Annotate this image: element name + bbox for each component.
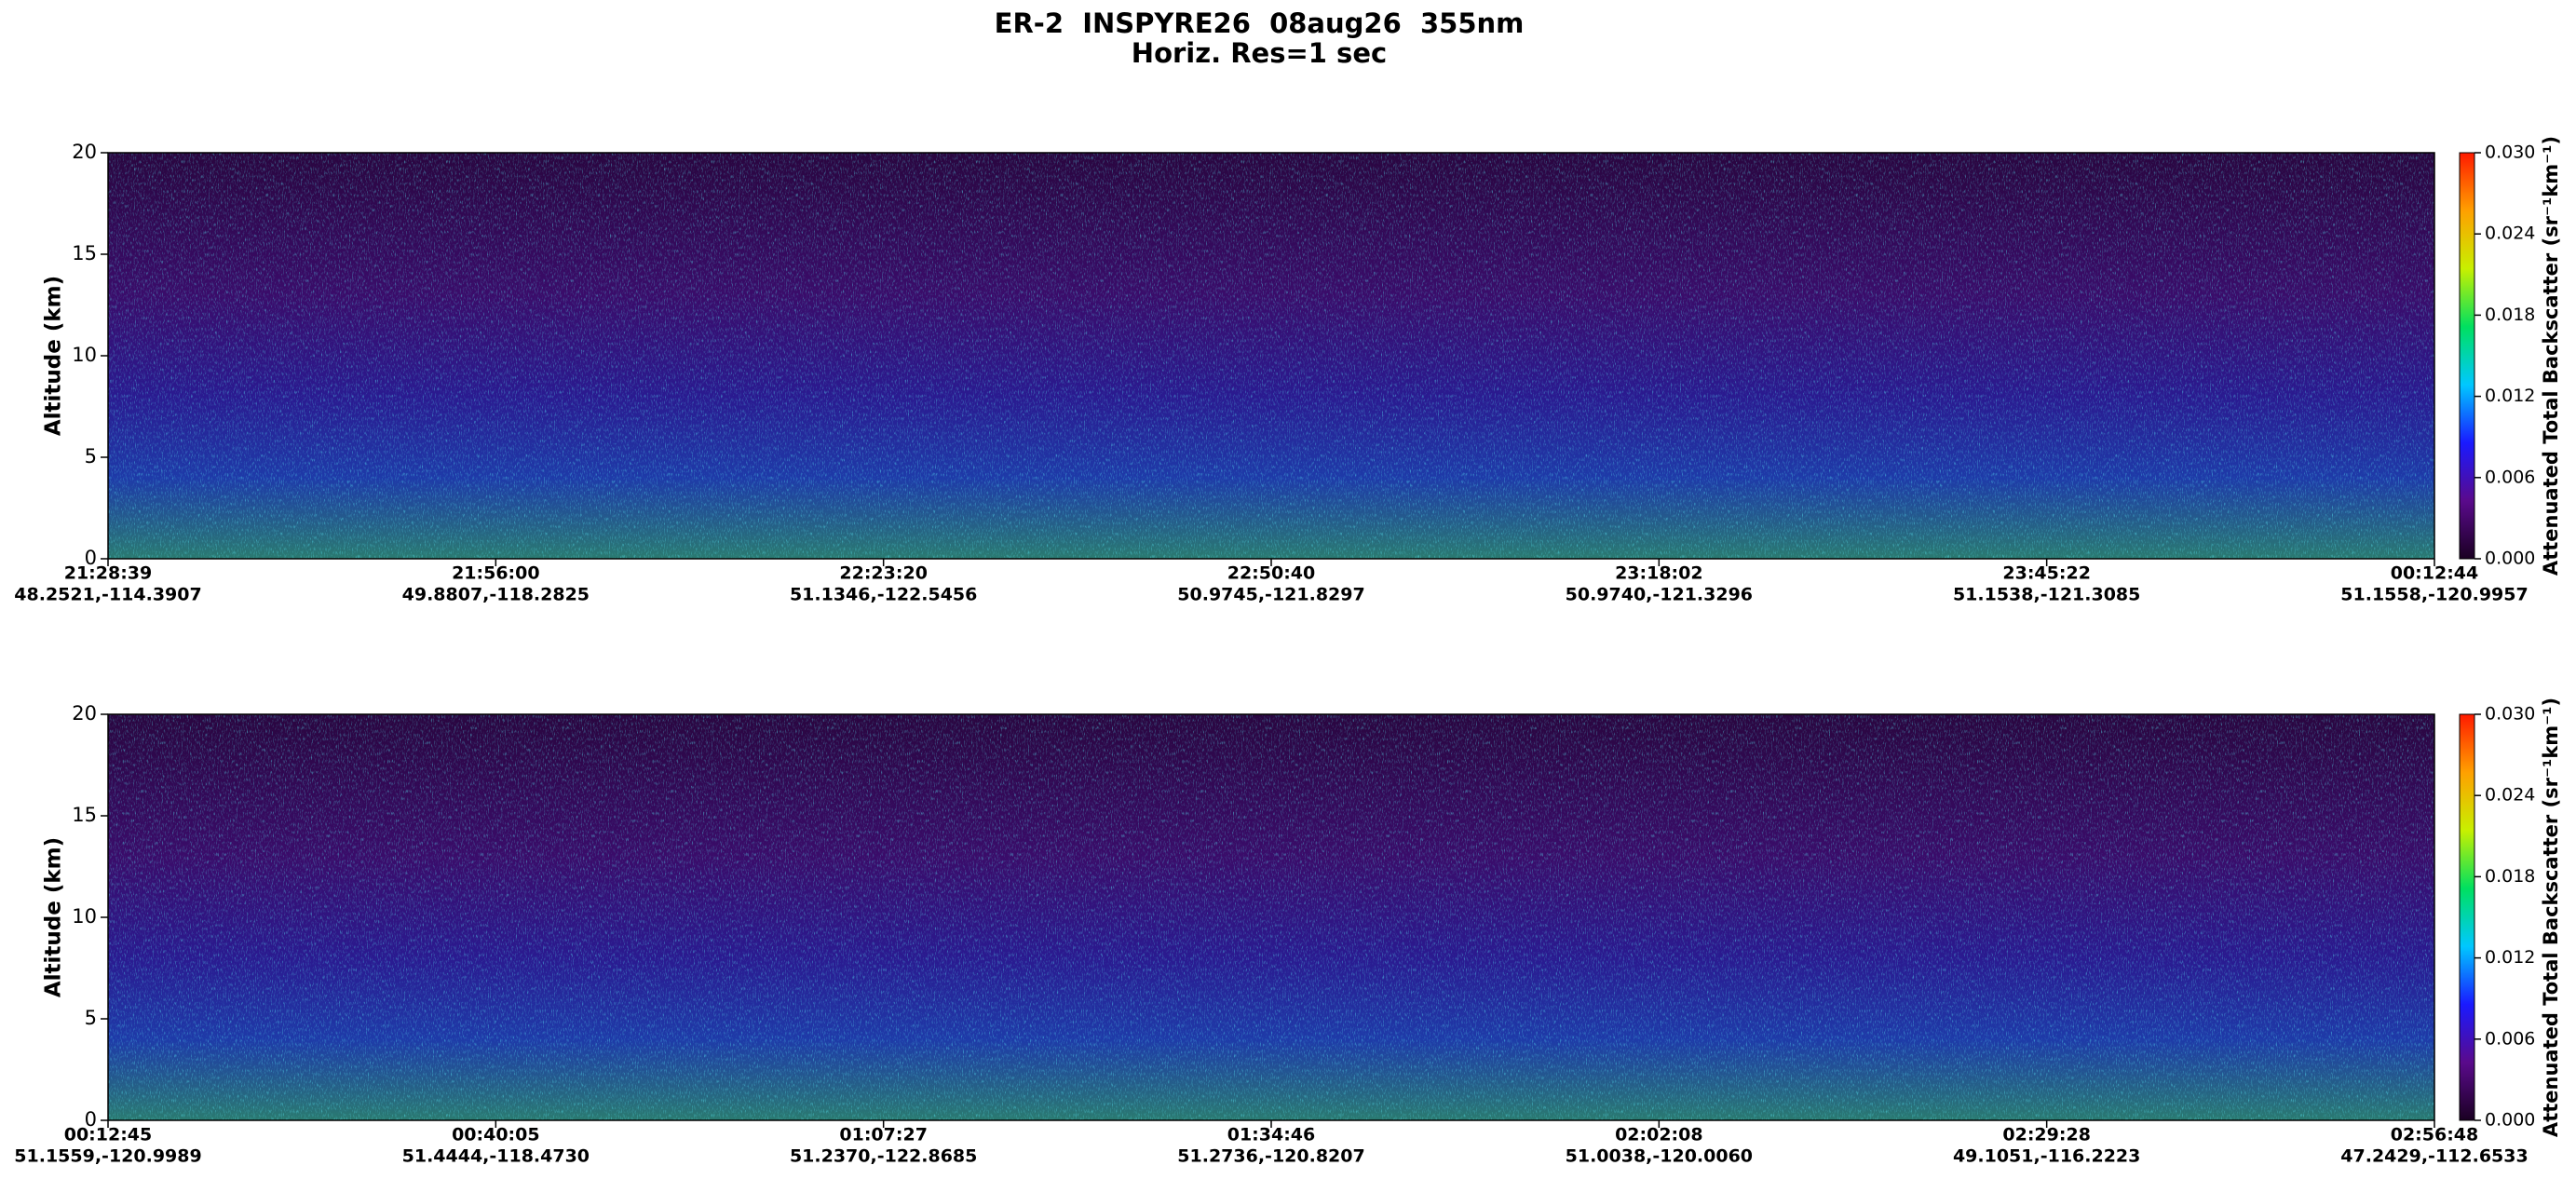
colorbar-tick-label: 0.000 <box>2485 1110 2535 1131</box>
x-tick-location: 51.2736,-120.8207 <box>1177 1146 1364 1167</box>
x-tick-location: 49.8807,-118.2825 <box>402 585 590 605</box>
x-tick-location: 51.1538,-121.3085 <box>1953 585 2140 605</box>
colorbar <box>2459 713 2475 1121</box>
curtain-speckle <box>108 714 2434 1120</box>
x-tick-time: 00:12:45 <box>64 1125 153 1145</box>
x-tick-location: 51.1558,-120.9957 <box>2340 585 2528 605</box>
y-tick-label: 0 <box>85 547 97 569</box>
colorbar-tick-label: 0.018 <box>2485 866 2535 887</box>
colorbar-tick-label: 0.030 <box>2485 704 2535 725</box>
x-tick-location: 51.2370,-122.8685 <box>790 1146 977 1167</box>
x-tick-time: 21:28:39 <box>64 563 153 584</box>
chart-subtitle: Horiz. Res=1 sec <box>1132 37 1387 69</box>
x-tick-time: 21:56:00 <box>452 563 540 584</box>
x-tick-time: 02:02:08 <box>1615 1125 1703 1145</box>
y-tick-label: 5 <box>85 445 97 468</box>
x-tick-location: 51.0038,-120.0060 <box>1566 1146 1753 1167</box>
x-tick-location: 47.2429,-112.6533 <box>2340 1146 2528 1167</box>
y-tick-label: 20 <box>72 141 97 163</box>
x-tick-location: 49.1051,-116.2223 <box>1953 1146 2140 1167</box>
colorbar-tick-label: 0.024 <box>2485 785 2535 806</box>
x-tick-time: 00:40:05 <box>452 1125 540 1145</box>
colorbar-tick-label: 0.030 <box>2485 142 2535 163</box>
y-axis-label: Altitude (km) <box>42 276 66 436</box>
x-tick-location: 50.9740,-121.3296 <box>1566 585 1753 605</box>
colorbar-tick-label: 0.006 <box>2485 1028 2535 1049</box>
y-tick-label: 10 <box>72 344 97 366</box>
x-tick-time: 02:56:48 <box>2391 1125 2479 1145</box>
x-tick-time: 01:34:46 <box>1227 1125 1316 1145</box>
x-tick-time: 22:50:40 <box>1227 563 1316 584</box>
colorbar-tick-label: 0.000 <box>2485 549 2535 569</box>
colorbar-tick-label: 0.006 <box>2485 467 2535 487</box>
x-tick-location: 51.1559,-120.9989 <box>14 1146 201 1167</box>
colorbar-tick-label: 0.018 <box>2485 305 2535 325</box>
x-tick-location: 48.2521,-114.3907 <box>14 585 201 605</box>
colorbar-tick-label: 0.024 <box>2485 224 2535 244</box>
x-tick-time: 23:45:22 <box>2002 563 2091 584</box>
colorbar-tick-label: 0.012 <box>2485 386 2535 406</box>
colorbar-label: Attenuated Total Backscatter (sr⁻¹km⁻¹) <box>2540 136 2562 576</box>
colorbar-tick-label: 0.012 <box>2485 947 2535 968</box>
colorbar-label: Attenuated Total Backscatter (sr⁻¹km⁻¹) <box>2540 698 2562 1137</box>
x-tick-time: 00:12:44 <box>2391 563 2479 584</box>
y-tick-label: 0 <box>85 1108 97 1131</box>
colorbar <box>2459 152 2475 560</box>
y-tick-label: 20 <box>72 702 97 725</box>
y-tick-label: 15 <box>72 804 97 826</box>
y-tick-label: 5 <box>85 1007 97 1029</box>
x-tick-location: 51.4444,-118.4730 <box>402 1146 590 1167</box>
y-tick-label: 15 <box>72 242 97 264</box>
x-tick-location: 50.9745,-121.8297 <box>1177 585 1364 605</box>
y-axis-label: Altitude (km) <box>42 837 66 997</box>
x-tick-time: 23:18:02 <box>1615 563 1703 584</box>
x-tick-time: 01:07:27 <box>839 1125 928 1145</box>
x-tick-time: 22:23:20 <box>839 563 928 584</box>
curtain-speckle <box>108 153 2434 559</box>
chart-title: ER-2 INSPYRE26 08aug26 355nm <box>995 7 1525 39</box>
x-tick-location: 51.1346,-122.5456 <box>790 585 977 605</box>
y-tick-label: 10 <box>72 905 97 928</box>
x-tick-time: 02:29:28 <box>2002 1125 2091 1145</box>
